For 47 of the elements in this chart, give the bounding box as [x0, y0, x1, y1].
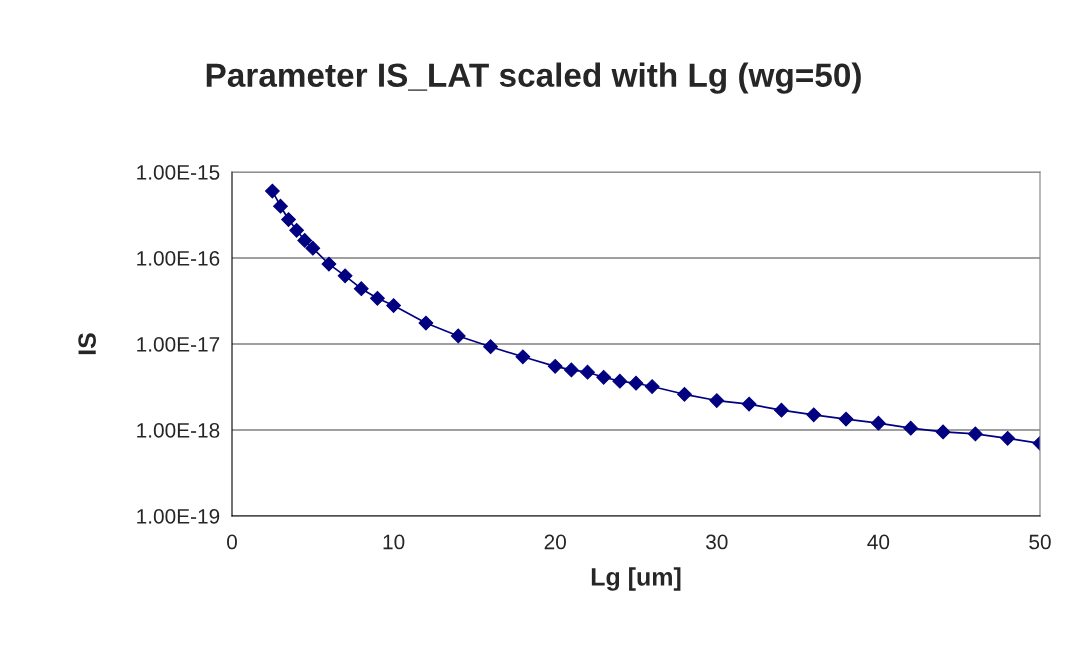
- point: [515, 349, 531, 365]
- point: [677, 386, 692, 402]
- point: [806, 407, 822, 423]
- chart-title: Parameter IS_LAT scaled with Lg (wg=50): [206, 62, 861, 94]
- point: [418, 315, 434, 331]
- point: [903, 420, 919, 436]
- point: [741, 396, 757, 412]
- point: [709, 393, 725, 408]
- x-tick-label: 20: [544, 534, 566, 550]
- y-tick-label: 1.00E-18: [137, 423, 220, 438]
- y-tick-label: 1.00E-19: [137, 509, 220, 524]
- point: [281, 212, 296, 227]
- point: [871, 415, 886, 431]
- point: [305, 240, 321, 256]
- point: [612, 373, 628, 389]
- point: [289, 222, 305, 238]
- point: [644, 379, 660, 394]
- point: [628, 375, 644, 391]
- x-tick-label: 50: [1029, 534, 1051, 550]
- y-tick-label: 1.00E-16: [137, 251, 220, 266]
- x-tick-label: 10: [383, 534, 405, 550]
- x-axis-title: Lg [um]: [591, 567, 681, 591]
- x-tick-label: 40: [867, 534, 890, 550]
- point: [580, 364, 595, 380]
- point: [337, 268, 353, 284]
- x-tick-label: 30: [706, 534, 728, 550]
- point: [1000, 430, 1016, 446]
- point: [838, 411, 854, 427]
- point: [265, 183, 280, 199]
- point: [483, 339, 498, 355]
- point: [547, 358, 563, 374]
- point: [386, 298, 401, 313]
- point: [774, 402, 789, 418]
- point: [370, 290, 385, 306]
- point: [297, 233, 313, 248]
- y-tick-label: 1.00E-17: [137, 337, 220, 352]
- point: [321, 256, 337, 272]
- point: [273, 198, 288, 214]
- point: [563, 362, 579, 378]
- x-tick-label: 0: [227, 534, 237, 550]
- point: [450, 328, 466, 344]
- point: [596, 369, 612, 385]
- point: [353, 281, 369, 297]
- point: [935, 424, 951, 440]
- point: [967, 426, 983, 442]
- y-tick-label: 1.00E-15: [137, 165, 220, 180]
- y-axis-title: IS: [78, 333, 96, 355]
